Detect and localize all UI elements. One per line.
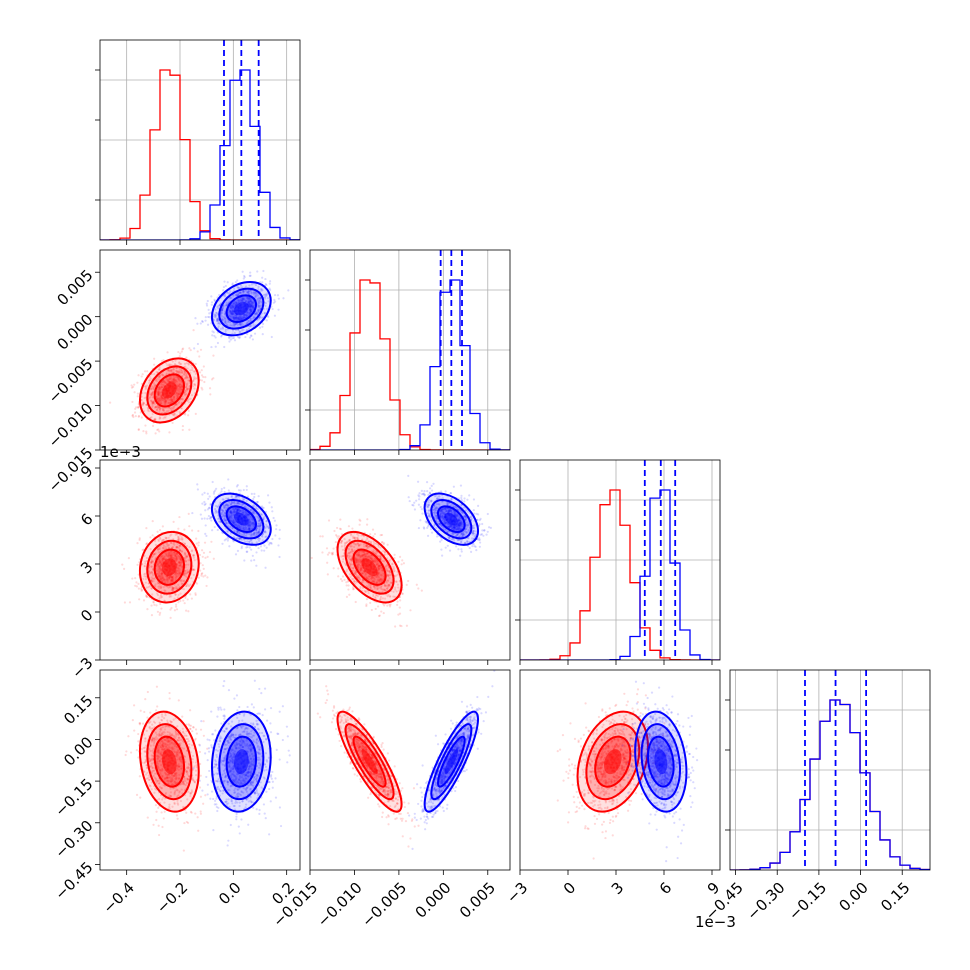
panel-3-2	[519, 669, 721, 875]
contour-series-0-3-1-3	[361, 749, 378, 775]
panel-frame-3-0	[99, 669, 301, 871]
panel-frame-0-0	[99, 39, 301, 241]
contour-series-1-2-0-3	[233, 512, 249, 526]
y-tick-label-3-0: −0.45	[51, 858, 96, 903]
x-tick-label-1-1: −0.010	[314, 879, 366, 931]
hist-series-0-0	[100, 69, 300, 240]
y-tick-label-3-1: −0.30	[51, 817, 96, 862]
y-tick-label-3-2: −0.15	[51, 775, 96, 820]
y-tick-label-1-4: 0.005	[53, 266, 96, 309]
contour-series-1-3-0-3	[233, 749, 249, 775]
panel-2-2	[515, 459, 721, 665]
panel-3-0	[95, 669, 301, 875]
panel-frame-2-1	[309, 459, 511, 661]
panel-frame-2-2	[519, 459, 721, 661]
contour-series-1-3-1-3	[444, 749, 459, 775]
grid-3	[730, 670, 930, 870]
panel-frame-3-1	[309, 669, 511, 871]
x-tick-label-2-2: 3	[608, 879, 627, 898]
x-tick-label-2-0: −3	[503, 879, 531, 907]
y-tick-label-2-3: 6	[77, 510, 96, 529]
x-tick-label-1-2: −0.005	[358, 879, 410, 931]
hist-series-1-0	[100, 69, 300, 240]
contour-series-0-2-0-3	[162, 558, 177, 577]
y-tick-label-3-4: 0.15	[60, 692, 96, 728]
x-tick-label-3-3: 0.00	[836, 879, 872, 915]
y-tick-label-2-1: 0	[77, 606, 96, 625]
panel-3-1	[309, 669, 511, 875]
contour-series-0-1-0-3	[161, 382, 177, 399]
panel-0-0	[95, 39, 301, 245]
contour-series-0-3-0-3	[161, 749, 177, 775]
panel-frame-1-1	[309, 249, 511, 451]
grid-1	[310, 250, 510, 450]
x-offset-label: 1e−3	[695, 913, 736, 931]
panel-frame-2-0	[99, 459, 301, 661]
y-offset-label: 1e−3	[100, 443, 141, 461]
x-tick-label-3-4: 0.15	[877, 879, 913, 915]
panel-2-0	[95, 459, 301, 665]
panel-1-1	[305, 249, 511, 455]
y-tick-label-1-2: −0.005	[45, 355, 97, 407]
x-tick-label-0-1: −0.2	[153, 879, 191, 917]
panel-frame-3-2	[519, 669, 721, 871]
x-tick-label-2-1: 0	[560, 879, 579, 898]
x-tick-label-1-3: 0.000	[412, 879, 455, 922]
contour-series-1-1-0-3	[233, 301, 249, 316]
y-tick-label-1-1: −0.010	[45, 399, 97, 451]
y-tick-label-2-0: −3	[68, 654, 96, 682]
hist-series-0-1	[310, 279, 510, 450]
hist-series-1-2	[520, 489, 720, 660]
x-tick-label-0-2: 0.0	[215, 879, 245, 909]
x-tick-label-3-1: −0.30	[743, 879, 788, 924]
x-tick-label-2-3: 6	[656, 879, 675, 898]
hist-series-0-3	[730, 699, 930, 870]
panel-1-0	[95, 249, 301, 455]
grid-0	[100, 40, 300, 240]
panel-frame-1-0	[99, 249, 301, 451]
contour-series-1-2-1-3	[444, 512, 459, 526]
contour-series-0-3-2-3	[603, 749, 622, 775]
panel-frame-3-3	[729, 669, 931, 871]
grid-2	[520, 460, 720, 660]
x-tick-label-0-0: −0.4	[99, 879, 137, 917]
y-tick-label-2-2: 3	[77, 558, 96, 577]
hist-series-1-3	[730, 699, 930, 870]
x-tick-label-3-2: −0.15	[785, 879, 830, 924]
contour-series-1-3-2-3	[654, 749, 668, 775]
y-tick-label-3-3: 0.00	[60, 733, 96, 769]
panel-2-1	[309, 459, 511, 665]
y-tick-label-1-3: 0.000	[53, 310, 96, 353]
panel-3-3	[725, 669, 931, 875]
hist-series-1-1	[310, 279, 510, 450]
x-tick-label-1-4: 0.005	[456, 879, 499, 922]
